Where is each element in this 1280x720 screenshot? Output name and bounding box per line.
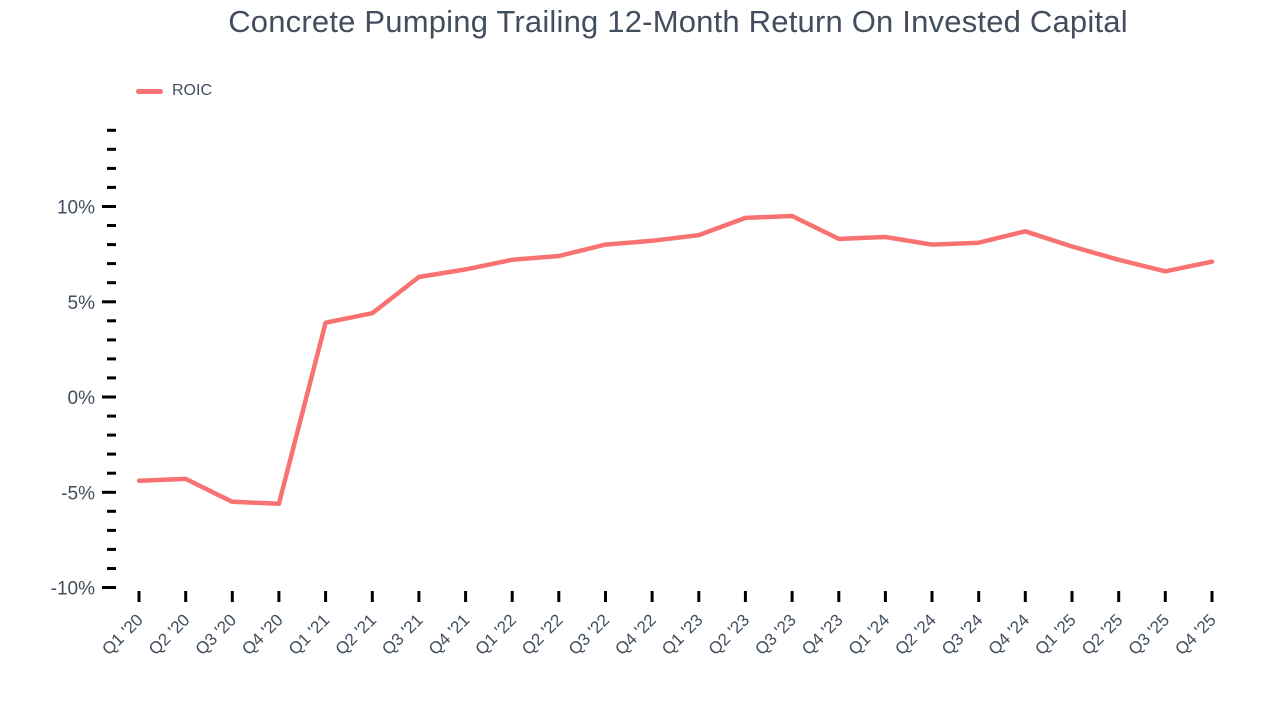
x-axis-label: Q4 '20 [238,610,286,658]
x-axis-label: Q1 '24 [845,610,893,658]
x-axis-label: Q4 '22 [611,610,659,658]
legend: ROIC [136,82,212,100]
y-axis-label: 0% [68,388,96,409]
x-axis-label: Q1 '25 [1031,610,1079,658]
y-axis-label: -10% [51,579,95,600]
legend-line-swatch [136,88,163,94]
legend-label: ROIC [172,82,212,99]
x-axis-label: Q3 '25 [1125,610,1173,658]
x-axis-label: Q2 '23 [705,610,753,658]
x-axis-label: Q1 '22 [472,610,520,658]
y-axis-label: 10% [57,198,95,219]
roic-line [136,213,1215,506]
y-axis-label: 5% [68,293,96,314]
y-axis-label: -5% [61,483,95,504]
x-axis-label: Q4 '21 [425,610,473,658]
x-axis-label: Q2 '24 [891,610,939,658]
x-axis-label: Q3 '21 [378,610,426,658]
x-axis-label: Q2 '22 [518,610,566,658]
x-axis-label: Q1 '23 [658,610,706,658]
x-axis-label: Q3 '20 [192,610,240,658]
x-axis-label: Q1 '20 [98,610,146,658]
x-axis-label: Q3 '24 [938,610,986,658]
x-axis-label: Q2 '20 [145,610,193,658]
x-axis-label: Q1 '21 [285,610,333,658]
x-axis-label: Q3 '23 [751,610,799,658]
x-axis-label: Q4 '24 [985,610,1033,658]
x-axis-label: Q4 '23 [798,610,846,658]
x-axis-label: Q3 '22 [565,610,613,658]
x-axis-label: Q4 '25 [1171,610,1219,658]
x-axis-label: Q2 '21 [332,610,380,658]
chart-title: Concrete Pumping Trailing 12-Month Retur… [228,4,1128,39]
x-axis-label: Q2 '25 [1078,610,1126,658]
